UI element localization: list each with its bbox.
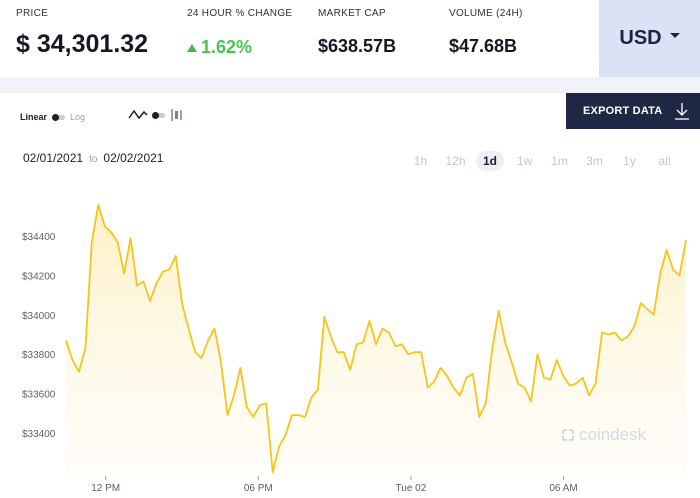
range-tab-1y[interactable]: 1y <box>623 154 636 168</box>
volume-value: $47.68B <box>449 36 518 56</box>
scale-switch[interactable] <box>52 113 66 121</box>
date-from[interactable]: 02/01/2021 <box>23 151 84 165</box>
coindesk-logo-icon <box>562 429 574 441</box>
date-to[interactable]: 02/02/2021 <box>103 151 164 165</box>
x-tick-label: 06 PM <box>244 483 273 494</box>
y-tick-label: $33600 <box>22 389 56 400</box>
y-tick-label: $33800 <box>22 350 56 361</box>
y-tick-label: $34400 <box>22 232 56 243</box>
chart-type-toggle[interactable] <box>128 108 183 122</box>
scale-log-label[interactable]: Log <box>70 112 86 122</box>
price-label: PRICE <box>16 8 49 19</box>
scale-linear-label[interactable]: Linear <box>20 112 48 122</box>
range-tab-1w[interactable]: 1w <box>516 154 533 168</box>
date-to-word: to <box>89 154 98 165</box>
line-chart-icon[interactable] <box>128 108 148 122</box>
export-data-label: EXPORT DATA <box>583 105 663 117</box>
y-tick-label: $34200 <box>22 272 56 283</box>
range-tab-all[interactable]: all <box>658 154 671 168</box>
date-range[interactable]: 02/01/2021 to 02/02/2021 <box>23 151 163 165</box>
price-line <box>65 203 687 473</box>
currency-symbol: $ <box>16 30 30 58</box>
scale-toggle[interactable]: Linear Log <box>20 112 85 122</box>
candlestick-icon[interactable] <box>169 108 183 122</box>
export-data-button[interactable]: EXPORT DATA <box>566 93 700 129</box>
download-icon <box>675 103 689 120</box>
chart-type-switch[interactable] <box>152 111 165 119</box>
range-tab-3m[interactable]: 3m <box>586 154 603 168</box>
x-tick-label: 12 PM <box>91 483 120 494</box>
change-label: 24 HOUR % CHANGE <box>187 8 293 19</box>
caret-down-icon <box>669 33 680 38</box>
x-tick-label: Tue 02 <box>396 483 427 494</box>
price-chart[interactable]: $33400 $33600 $33800 $34000 $34200 $34400 12 … <box>0 93 700 498</box>
y-tick-label: $34000 <box>22 311 56 322</box>
currency-label: USD <box>619 27 662 49</box>
stats-bar: PRICE $ 34,301.32 24 HOUR % CHANGE 1.62%… <box>0 0 700 77</box>
price-value: $ 34,301.32 <box>16 30 148 59</box>
range-tab-12h[interactable]: 12h <box>445 154 466 168</box>
watermark-text: coindesk <box>579 425 647 444</box>
x-tick-label: 06 AM <box>549 483 577 494</box>
market-cap-value: $638.57B <box>318 36 397 56</box>
range-tab-1m[interactable]: 1m <box>551 154 568 168</box>
up-arrow-icon <box>187 43 197 52</box>
change-indicator: 1.62% <box>187 37 252 58</box>
range-tab-1h[interactable]: 1h <box>413 154 428 168</box>
change-value: 1.62% <box>201 37 253 57</box>
market-cap-label: MARKET CAP <box>318 8 386 19</box>
y-tick-label: $33400 <box>22 429 56 440</box>
chart-card: Linear Log EXPORT DATA 02/01/2021 to 02/… <box>0 93 700 498</box>
price-number: 34,301.32 <box>36 30 149 58</box>
range-tabs: 1h 12h 1d 1w 1m 3m 1y all <box>403 151 682 171</box>
volume-label: VOLUME (24H) <box>449 8 523 19</box>
coindesk-watermark: coindesk <box>560 425 646 445</box>
currency-selector[interactable]: USD <box>599 0 700 77</box>
range-tab-1d[interactable]: 1d <box>476 151 504 171</box>
price-area <box>66 204 686 477</box>
